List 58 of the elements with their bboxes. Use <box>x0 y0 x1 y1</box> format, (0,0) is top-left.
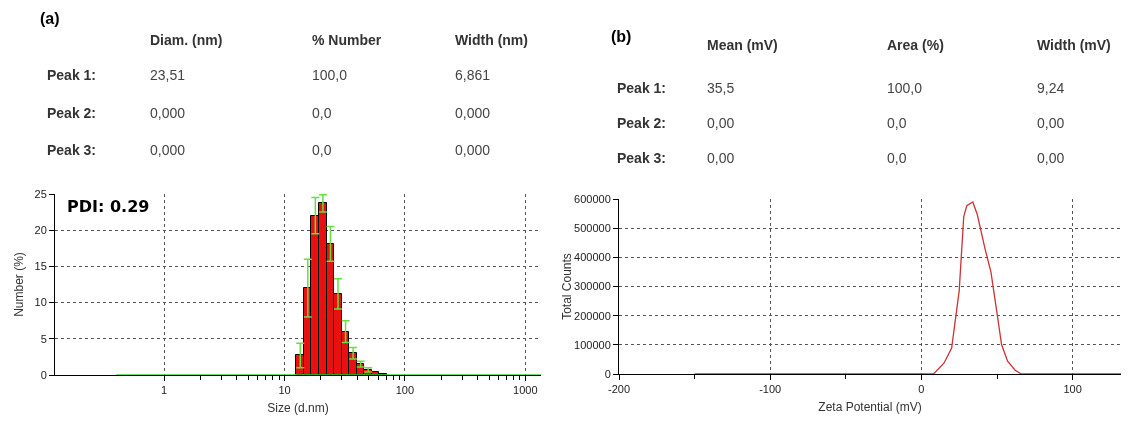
text: 35,5 <box>707 80 735 96</box>
y-tick-label: 500000 <box>574 222 611 235</box>
text: 0,000 <box>150 142 186 158</box>
x-tick-label: 0 <box>918 383 925 396</box>
y-tick-label: 0 <box>40 368 47 381</box>
text: Peak 2: <box>617 115 667 131</box>
x-tick-label: -100 <box>759 383 782 396</box>
text: Peak 3: <box>617 150 667 166</box>
text: (a) <box>40 10 60 28</box>
text: Width (mV) <box>1037 37 1111 53</box>
text: 23,51 <box>150 67 186 83</box>
text: 0,0 <box>312 105 332 121</box>
text: 9,24 <box>1037 80 1065 96</box>
y-tick-label: 10 <box>34 296 47 309</box>
text: 0,000 <box>150 105 186 121</box>
y-tick-label: 20 <box>34 224 47 237</box>
x-tick-label: 1 <box>161 384 168 397</box>
text: 100,0 <box>312 67 348 83</box>
text: 0,000 <box>455 142 491 158</box>
x-axis-title: Size (d.nm) <box>267 401 329 416</box>
text: 0,0 <box>887 150 907 166</box>
annotation: PDI: 0.29 <box>67 197 150 216</box>
text: Peak 2: <box>47 105 97 121</box>
y-axis-title: Total Counts <box>560 253 574 320</box>
text: Area (%) <box>887 37 944 53</box>
y-tick-label: 600000 <box>574 192 611 205</box>
y-tick-label: 5 <box>40 332 47 345</box>
text: Mean (mV) <box>707 37 778 53</box>
x-tick-label: 100 <box>395 384 415 397</box>
text: 0,0 <box>312 142 332 158</box>
x-tick-label: 100 <box>1063 383 1082 396</box>
x-tick-label: -200 <box>607 383 631 396</box>
text: 0,00 <box>707 115 735 131</box>
y-tick-label: 400000 <box>574 251 611 264</box>
text: Peak 3: <box>47 142 97 158</box>
text: Diam. (nm) <box>150 32 223 48</box>
y-tick-label: 300000 <box>574 280 611 293</box>
text: % Number <box>312 32 382 48</box>
y-tick-label: 0 <box>604 367 611 380</box>
text: Peak 1: <box>617 80 667 96</box>
text: (b) <box>611 28 632 46</box>
text: Peak 1: <box>47 67 97 83</box>
text: 0,000 <box>455 105 491 121</box>
text: 6,861 <box>455 67 491 83</box>
y-axis-title: Number (%) <box>11 252 26 317</box>
text: 100,0 <box>887 80 923 96</box>
y-tick-label: 200000 <box>574 309 611 322</box>
text: 0,00 <box>1037 115 1065 131</box>
y-tick-label: 100000 <box>574 338 611 351</box>
y-tick-label: 15 <box>34 260 47 273</box>
text: 0,00 <box>707 150 735 166</box>
x-axis-title: Zeta Potential (mV) <box>818 400 922 415</box>
text: 0,00 <box>1037 150 1065 166</box>
text: Width (nm) <box>455 32 528 48</box>
x-tick-label: 10 <box>278 384 291 397</box>
x-tick-label: 1000 <box>513 384 538 397</box>
text: 0,0 <box>887 115 907 131</box>
y-tick-label: 25 <box>34 187 47 200</box>
